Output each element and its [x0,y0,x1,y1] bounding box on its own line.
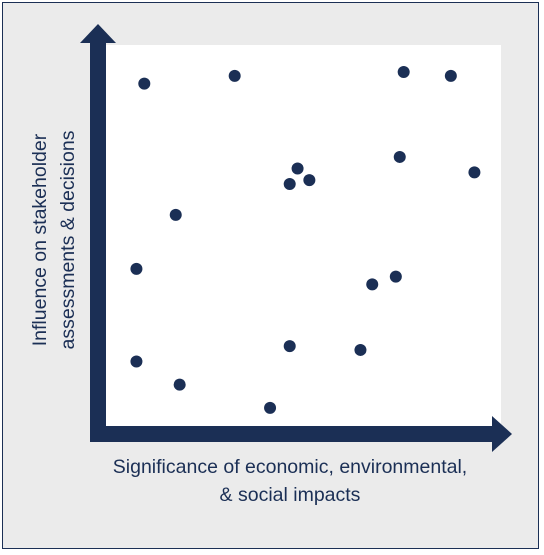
y-axis-label-line-1: Influence on stakeholder [29,133,51,347]
axes [80,24,512,452]
chart-frame [2,2,539,549]
x-axis-arrowhead [492,416,512,452]
data-point-15 [354,343,367,356]
y-axis-label: Influence on stakeholder assessments & d… [26,110,82,370]
x-axis-label: Significance of economic, environmental,… [90,453,490,509]
data-point-7 [303,174,316,187]
data-point-8 [393,150,406,163]
data-point-9 [468,166,481,179]
x-axis-label-line-2: & social impacts [219,484,361,506]
x-axis-label-line-1: Significance of economic, environmental, [112,456,468,478]
data-point-5 [291,162,304,175]
data-point-13 [389,270,402,283]
data-point-12 [366,278,379,291]
data-point-10 [169,208,182,221]
y-axis-line [90,40,106,440]
data-point-17 [173,378,186,391]
x-axis-line [90,426,494,442]
data-points [130,66,481,414]
data-point-11 [130,262,143,275]
data-point-16 [130,355,143,368]
data-point-14 [283,340,296,353]
data-point-2 [228,69,241,82]
data-point-18 [264,401,277,414]
data-point-3 [397,66,410,79]
y-axis-label-line-2: assessments & decisions [57,130,79,350]
plot-area [106,45,501,436]
data-point-1 [138,77,151,90]
data-point-6 [283,177,296,190]
y-axis-arrowhead [80,24,116,43]
data-point-4 [444,69,457,82]
